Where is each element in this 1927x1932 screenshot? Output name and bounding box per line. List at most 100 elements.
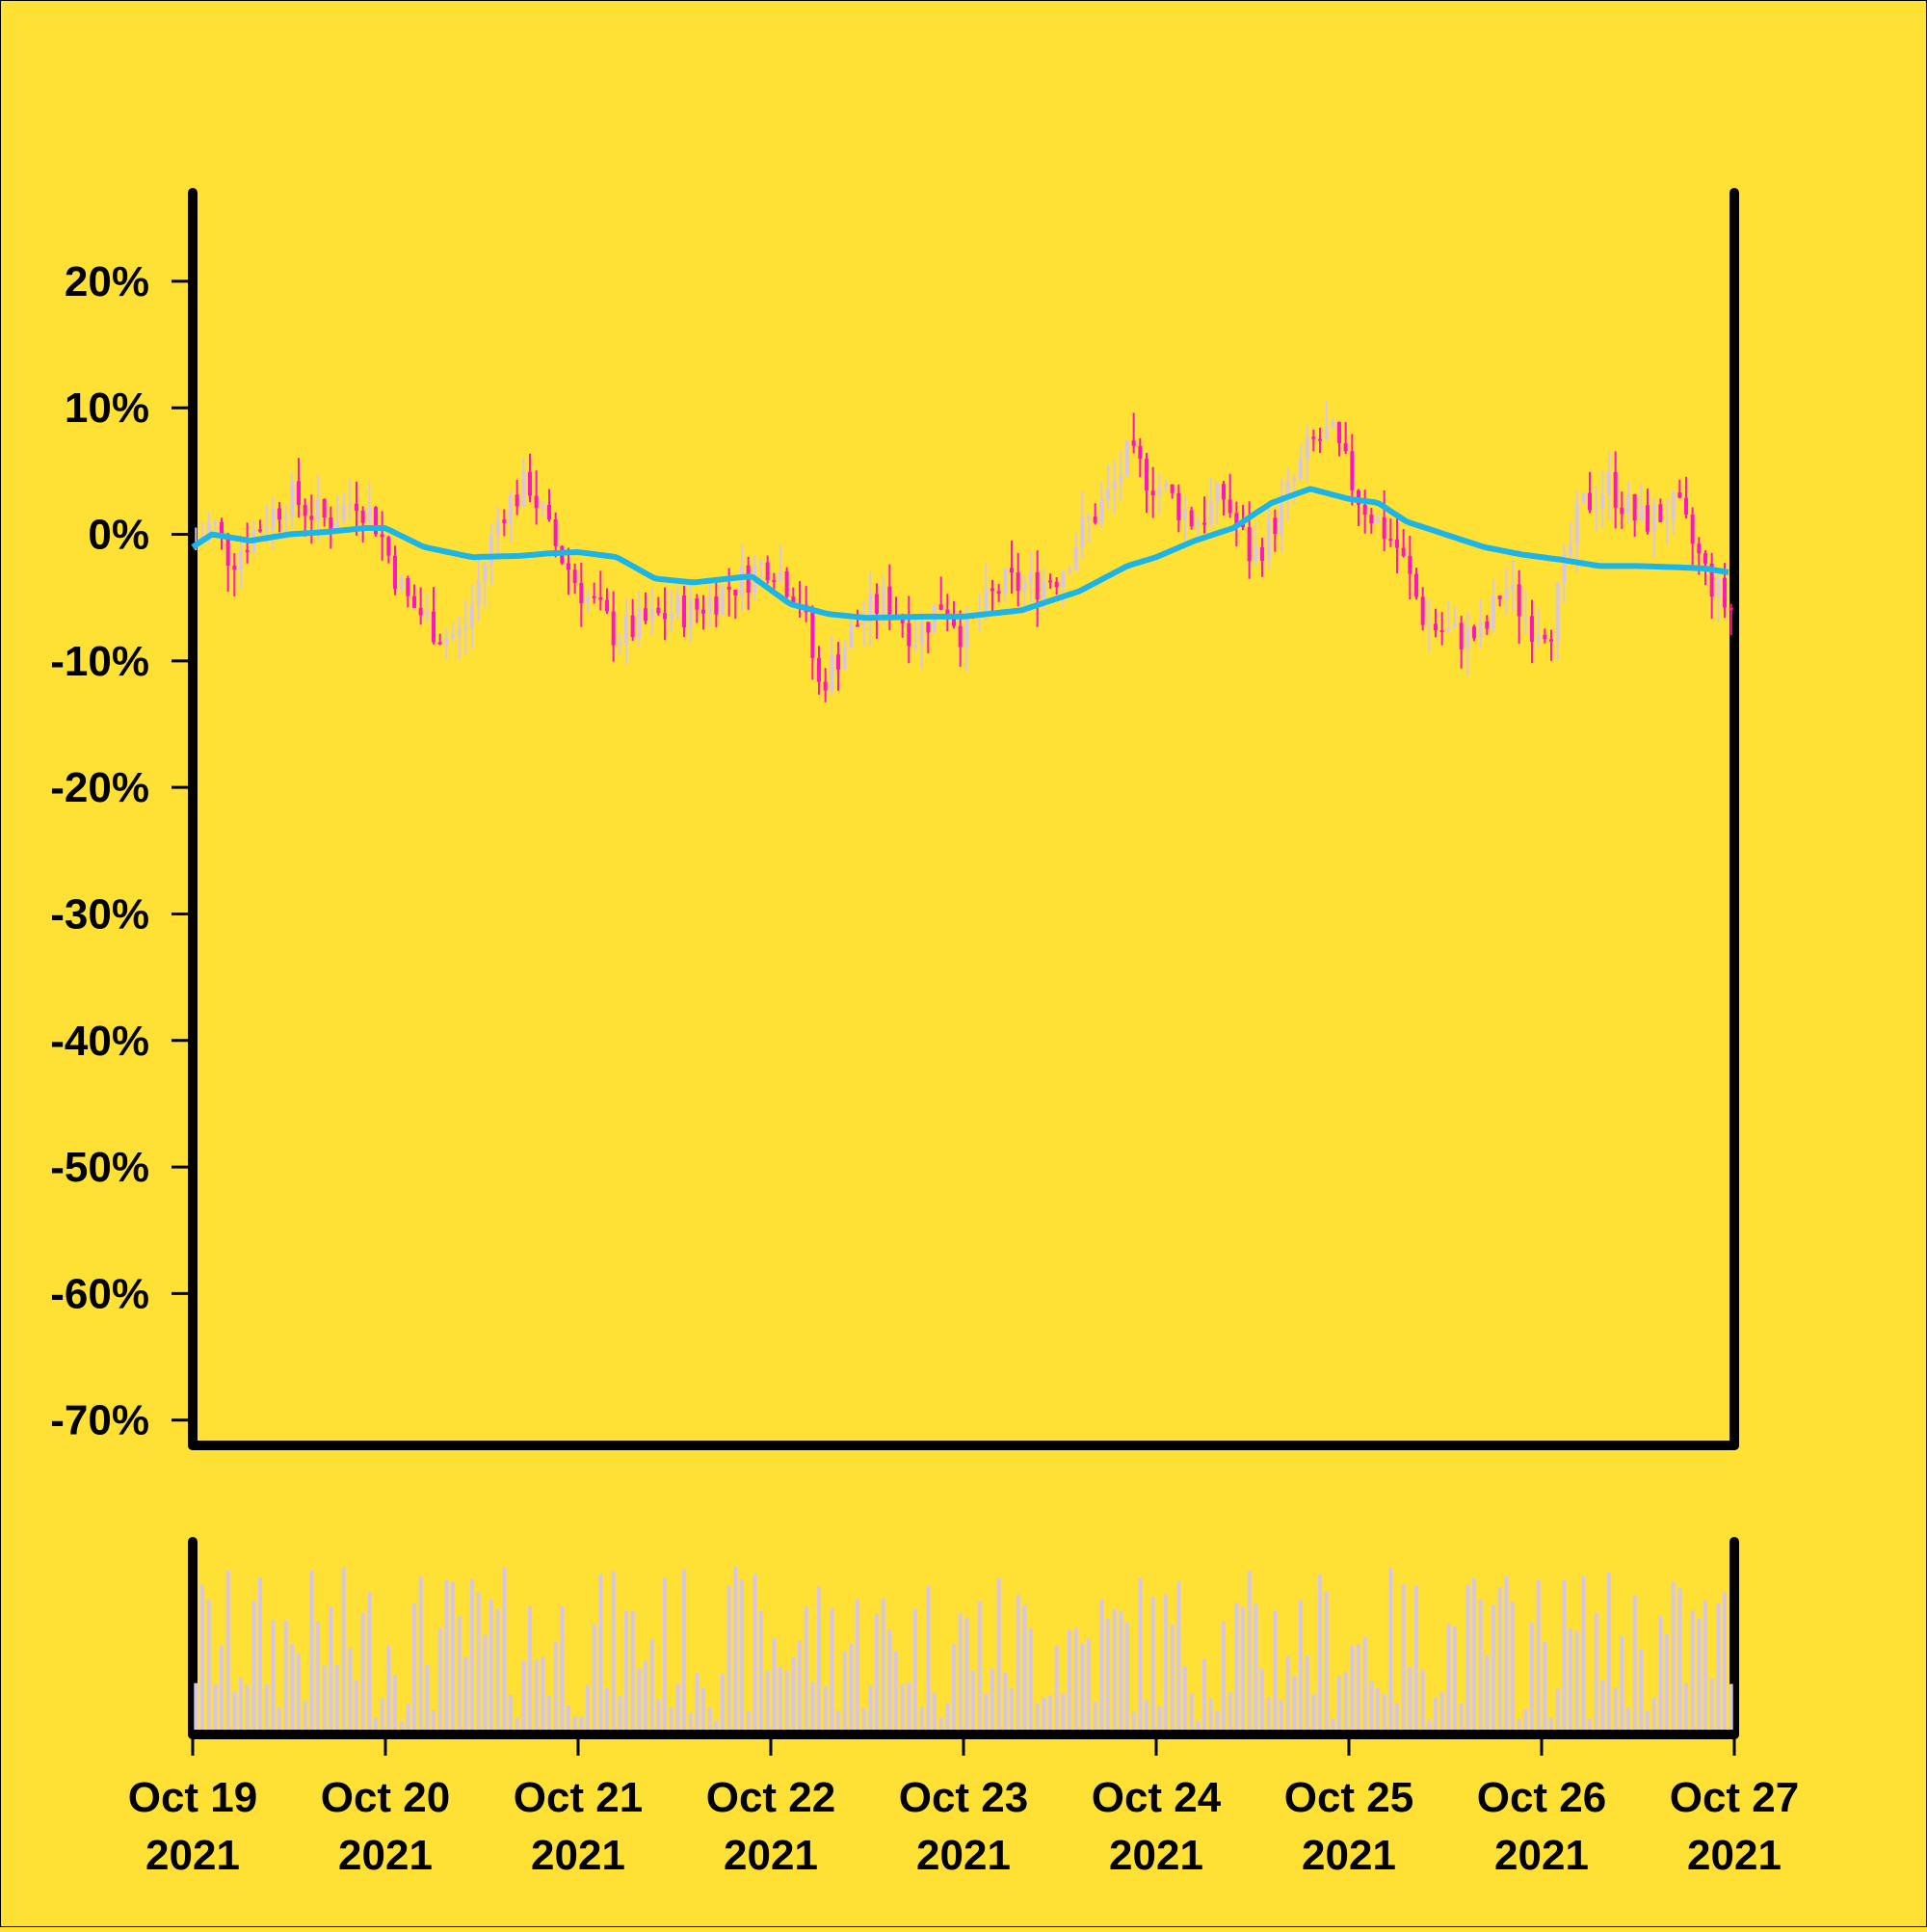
volume-bar	[406, 1704, 410, 1734]
volume-bar	[1472, 1577, 1476, 1734]
volume-bar	[714, 1720, 719, 1734]
volume-bar	[1626, 1707, 1630, 1734]
volume-bar	[200, 1584, 204, 1734]
x-tick-label-date: Oct 20	[321, 1774, 451, 1821]
volume-bar	[1639, 1649, 1644, 1734]
candle-body	[695, 597, 700, 610]
volume-bar	[990, 1668, 994, 1734]
volume-bar	[1536, 1579, 1541, 1734]
candle-body	[592, 595, 596, 598]
candle-body	[1311, 437, 1316, 439]
x-tick-label-date: Oct 26	[1477, 1774, 1607, 1821]
candle-body	[355, 503, 358, 511]
x-tick-label-date: Oct 22	[706, 1774, 836, 1821]
candle-body	[1061, 571, 1066, 588]
volume-bar	[964, 1617, 969, 1734]
volume-bar	[399, 1720, 404, 1734]
candle-body	[412, 595, 416, 608]
volume-bar	[225, 1570, 230, 1734]
candle-body	[1639, 505, 1644, 521]
candle-body	[1620, 507, 1624, 515]
volume-bar	[1549, 1717, 1553, 1734]
volume-bar	[611, 1571, 616, 1734]
volume-bar	[1157, 1706, 1162, 1734]
candle-body	[842, 648, 847, 670]
candle-body	[225, 534, 230, 566]
volume-bar	[701, 1687, 705, 1734]
candle-body	[1523, 616, 1528, 619]
candle-body	[1273, 517, 1278, 535]
candle-body	[316, 499, 320, 520]
volume-bar	[1446, 1623, 1451, 1734]
volume-bar	[418, 1576, 423, 1734]
volume-bar	[437, 1628, 442, 1734]
candle-body	[881, 586, 885, 614]
candle-body	[958, 625, 963, 648]
candle-body	[348, 503, 353, 506]
volume-bar	[251, 1601, 256, 1734]
candle-body	[721, 586, 725, 615]
y-tick-label: -20%	[50, 764, 149, 811]
volume-bar	[277, 1707, 281, 1734]
candle-body	[1569, 545, 1572, 555]
candle-body	[1176, 492, 1181, 520]
candle-body	[1414, 573, 1418, 597]
volume-bar	[1227, 1692, 1232, 1734]
candle-body	[258, 529, 262, 532]
volume-bar	[1106, 1619, 1110, 1734]
volume-bar	[515, 1717, 519, 1734]
candle-body	[406, 578, 410, 596]
candle-body	[457, 629, 462, 635]
candle-body	[1241, 523, 1245, 528]
volume-bar	[239, 1677, 243, 1734]
candle-body	[1170, 484, 1175, 493]
volume-bar	[1697, 1618, 1702, 1734]
candle-body	[1087, 516, 1091, 519]
candle-body	[1215, 484, 1220, 502]
volume-bar	[765, 1670, 770, 1734]
volume-bar	[1343, 1671, 1348, 1734]
candle-body	[303, 505, 307, 516]
candle-body	[367, 507, 372, 523]
candle-body	[1536, 634, 1541, 642]
candle-body	[669, 613, 673, 620]
candle-body	[1016, 572, 1020, 592]
volume-bar	[1241, 1607, 1245, 1734]
candle-body	[1420, 596, 1425, 625]
moving-average-line	[191, 486, 1729, 622]
volume-bar	[329, 1606, 333, 1734]
volume-bar	[1607, 1572, 1611, 1734]
volume-bar	[1569, 1628, 1572, 1734]
volume-bar	[1369, 1681, 1374, 1734]
volume-bar	[669, 1707, 673, 1734]
volume-bar	[264, 1683, 269, 1734]
candle-body	[586, 595, 590, 604]
candle-body	[598, 596, 603, 600]
volume-bar	[1247, 1571, 1252, 1734]
volume-bar	[1420, 1669, 1425, 1734]
candle-body	[1562, 554, 1567, 583]
volume-bar	[1125, 1622, 1129, 1734]
volume-bar	[1709, 1679, 1714, 1734]
candle-body	[779, 570, 782, 581]
candle-body	[1555, 582, 1560, 642]
volume-bar	[1684, 1682, 1688, 1734]
volume-bar	[1434, 1698, 1438, 1734]
volume-bar	[1145, 1700, 1148, 1734]
volume-bar	[1665, 1633, 1669, 1734]
volume-bar	[1376, 1687, 1380, 1734]
volume-bar	[322, 1665, 327, 1734]
x-tick-label-year: 2021	[531, 1832, 625, 1879]
candle-body	[495, 519, 500, 536]
volume-bar	[476, 1592, 481, 1734]
candle-body	[444, 637, 449, 645]
volume-bar	[425, 1665, 430, 1734]
volume-bar	[232, 1691, 237, 1734]
candle-body	[213, 521, 218, 524]
volume-bar	[1588, 1718, 1592, 1734]
candle-body	[1446, 627, 1451, 631]
volume-bar	[1131, 1711, 1136, 1734]
volume-bar	[1388, 1567, 1393, 1734]
